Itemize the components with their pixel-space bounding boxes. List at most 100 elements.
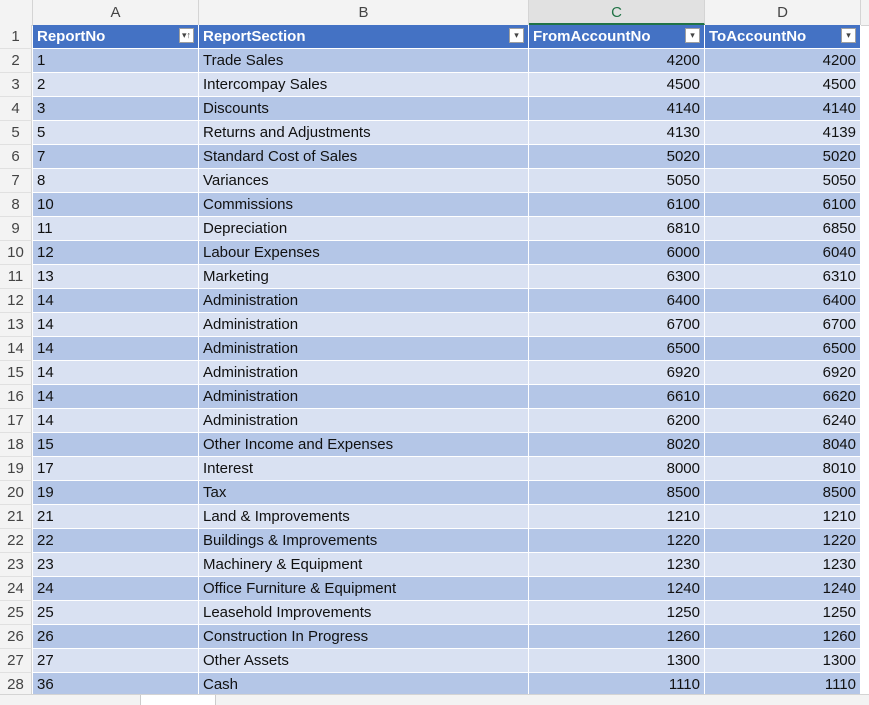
row-number[interactable]: 21 [0,505,32,529]
report-section-cell[interactable]: Variances [199,169,529,193]
report-section-cell[interactable]: Tax [199,481,529,505]
row-number[interactable]: 7 [0,169,32,193]
to-account-cell[interactable]: 6920 [705,361,861,385]
filter-dropdown-icon[interactable]: ▾ [841,28,856,43]
to-account-cell[interactable]: 6850 [705,217,861,241]
report-no-cell[interactable]: 14 [33,289,199,313]
from-account-cell[interactable]: 6300 [529,265,705,289]
report-no-cell[interactable]: 14 [33,385,199,409]
row-number[interactable]: 4 [0,97,32,121]
report-section-cell[interactable]: Standard Cost of Sales [199,145,529,169]
from-account-cell[interactable]: 4130 [529,121,705,145]
to-account-cell[interactable]: 5020 [705,145,861,169]
to-account-cell[interactable]: 4500 [705,73,861,97]
from-account-cell[interactable]: 5050 [529,169,705,193]
row-number[interactable]: 5 [0,121,32,145]
report-section-cell[interactable]: Construction In Progress [199,625,529,649]
from-account-cell[interactable]: 6920 [529,361,705,385]
to-account-cell[interactable]: 6040 [705,241,861,265]
row-number[interactable]: 2 [0,49,32,73]
from-account-cell[interactable]: 1220 [529,529,705,553]
report-no-cell[interactable]: 3 [33,97,199,121]
select-all-corner[interactable] [0,0,33,25]
to-account-cell[interactable]: 4139 [705,121,861,145]
header-cell[interactable]: ToAccountNo ▾ [705,25,861,49]
row-number[interactable]: 9 [0,217,32,241]
report-no-cell[interactable]: 11 [33,217,199,241]
report-section-cell[interactable]: Marketing [199,265,529,289]
report-no-cell[interactable]: 17 [33,457,199,481]
column-header-d[interactable]: D [705,0,861,25]
row-number[interactable]: 14 [0,337,32,361]
to-account-cell[interactable]: 1230 [705,553,861,577]
report-no-cell[interactable]: 14 [33,361,199,385]
report-section-cell[interactable]: Administration [199,409,529,433]
from-account-cell[interactable]: 8000 [529,457,705,481]
row-number[interactable]: 18 [0,433,32,457]
sort-filter-icon[interactable]: ▾↑ [179,28,194,43]
report-no-cell[interactable]: 2 [33,73,199,97]
report-section-cell[interactable]: Administration [199,337,529,361]
to-account-cell[interactable]: 4140 [705,97,861,121]
report-section-cell[interactable]: Buildings & Improvements [199,529,529,553]
row-number[interactable]: 12 [0,289,32,313]
report-section-cell[interactable]: Returns and Adjustments [199,121,529,145]
row-number[interactable]: 17 [0,409,32,433]
report-section-cell[interactable]: Commissions [199,193,529,217]
report-section-cell[interactable]: Trade Sales [199,49,529,73]
to-account-cell[interactable]: 1260 [705,625,861,649]
row-number[interactable]: 23 [0,553,32,577]
report-section-cell[interactable]: Other Income and Expenses [199,433,529,457]
from-account-cell[interactable]: 1210 [529,505,705,529]
report-no-cell[interactable]: 14 [33,409,199,433]
report-no-cell[interactable]: 13 [33,265,199,289]
report-no-cell[interactable]: 26 [33,625,199,649]
from-account-cell[interactable]: 1300 [529,649,705,673]
from-account-cell[interactable]: 6700 [529,313,705,337]
from-account-cell[interactable]: 6400 [529,289,705,313]
to-account-cell[interactable]: 4200 [705,49,861,73]
report-section-cell[interactable]: Administration [199,289,529,313]
to-account-cell[interactable]: 8010 [705,457,861,481]
row-number[interactable]: 27 [0,649,32,673]
to-account-cell[interactable]: 8040 [705,433,861,457]
from-account-cell[interactable]: 1250 [529,601,705,625]
report-section-cell[interactable]: Machinery & Equipment [199,553,529,577]
row-number[interactable]: 10 [0,241,32,265]
report-no-cell[interactable]: 15 [33,433,199,457]
column-header-a[interactable]: A [33,0,199,25]
from-account-cell[interactable]: 4500 [529,73,705,97]
to-account-cell[interactable]: 8500 [705,481,861,505]
report-no-cell[interactable]: 14 [33,337,199,361]
report-no-cell[interactable]: 21 [33,505,199,529]
from-account-cell[interactable]: 1260 [529,625,705,649]
report-no-cell[interactable]: 8 [33,169,199,193]
report-section-cell[interactable]: Administration [199,313,529,337]
report-no-cell[interactable]: 19 [33,481,199,505]
to-account-cell[interactable]: 6700 [705,313,861,337]
filter-dropdown-icon[interactable]: ▾ [509,28,524,43]
to-account-cell[interactable]: 6100 [705,193,861,217]
from-account-cell[interactable]: 6100 [529,193,705,217]
to-account-cell[interactable]: 1220 [705,529,861,553]
row-number[interactable]: 15 [0,361,32,385]
report-no-cell[interactable]: 24 [33,577,199,601]
row-number[interactable]: 16 [0,385,32,409]
to-account-cell[interactable]: 1240 [705,577,861,601]
from-account-cell[interactable]: 1240 [529,577,705,601]
from-account-cell[interactable]: 6000 [529,241,705,265]
from-account-cell[interactable]: 8500 [529,481,705,505]
header-cell[interactable]: ReportNo ▾↑ [33,25,199,49]
row-number[interactable]: 28 [0,673,32,697]
from-account-cell[interactable]: 4140 [529,97,705,121]
to-account-cell[interactable]: 6310 [705,265,861,289]
report-no-cell[interactable]: 7 [33,145,199,169]
report-section-cell[interactable]: Labour Expenses [199,241,529,265]
from-account-cell[interactable]: 6500 [529,337,705,361]
from-account-cell[interactable]: 1110 [529,673,705,697]
row-number[interactable]: 13 [0,313,32,337]
to-account-cell[interactable]: 1210 [705,505,861,529]
row-number[interactable]: 20 [0,481,32,505]
column-header-c[interactable]: C [529,0,705,25]
from-account-cell[interactable]: 5020 [529,145,705,169]
